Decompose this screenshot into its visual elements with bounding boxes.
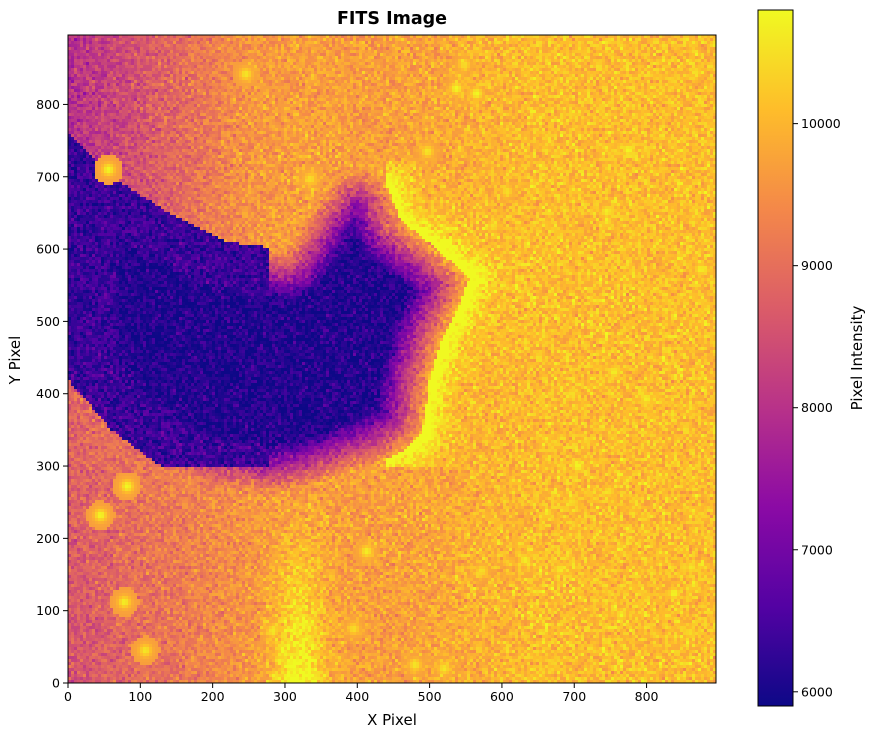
- colorbar-tick-label: 9000: [801, 258, 833, 273]
- y-tick-label: 400: [36, 386, 60, 401]
- colorbar-tick-label: 10000: [801, 116, 841, 131]
- x-axis-label: X Pixel: [367, 711, 417, 729]
- y-tick-label: 500: [36, 314, 60, 329]
- y-tick-label: 200: [36, 531, 60, 546]
- x-tick-label: 300: [273, 689, 297, 704]
- colorbar: [757, 9, 794, 707]
- y-tick-label: 100: [36, 603, 60, 618]
- colorbar-tick-label: 6000: [801, 684, 833, 699]
- x-tick-label: 0: [64, 689, 72, 704]
- colorbar-axis: 6000 7000 8000 9000 10000: [793, 116, 841, 699]
- colorbar-label: Pixel Intensity: [848, 306, 866, 411]
- y-tick-label: 700: [36, 169, 60, 184]
- chart-title: FITS Image: [337, 9, 447, 29]
- x-tick-label: 400: [345, 689, 369, 704]
- x-axis: 0 100 200 300 400 500 600 700 800: [64, 683, 659, 704]
- colorbar-tick-label: 8000: [801, 400, 833, 415]
- y-axis: 0 100 200 300 400 500 600 700 800: [36, 97, 68, 691]
- x-tick-label: 700: [562, 689, 586, 704]
- y-tick-label: 600: [36, 242, 60, 257]
- x-tick-label: 800: [635, 689, 659, 704]
- fits-heatmap: [68, 35, 716, 683]
- x-tick-label: 500: [418, 689, 442, 704]
- colorbar-tick-label: 7000: [801, 542, 833, 557]
- y-tick-label: 800: [36, 97, 60, 112]
- image-area: [68, 35, 716, 683]
- x-tick-label: 200: [201, 689, 225, 704]
- y-tick-label: 0: [52, 676, 60, 691]
- y-axis-label: Y Pixel: [6, 336, 24, 386]
- x-tick-label: 100: [128, 689, 152, 704]
- plot-frame: [67, 34, 717, 684]
- y-tick-label: 300: [36, 459, 60, 474]
- x-tick-label: 600: [490, 689, 514, 704]
